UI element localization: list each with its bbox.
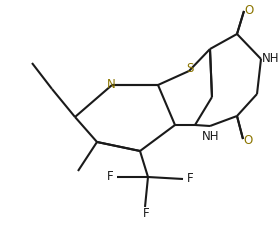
Text: S: S xyxy=(186,62,193,75)
Text: F: F xyxy=(143,207,149,220)
Text: F: F xyxy=(187,172,193,185)
Text: O: O xyxy=(244,5,254,17)
Text: F: F xyxy=(107,170,113,183)
Text: O: O xyxy=(243,134,252,147)
Text: NH: NH xyxy=(202,129,220,142)
Text: N: N xyxy=(107,77,116,90)
Text: NH: NH xyxy=(262,52,279,65)
